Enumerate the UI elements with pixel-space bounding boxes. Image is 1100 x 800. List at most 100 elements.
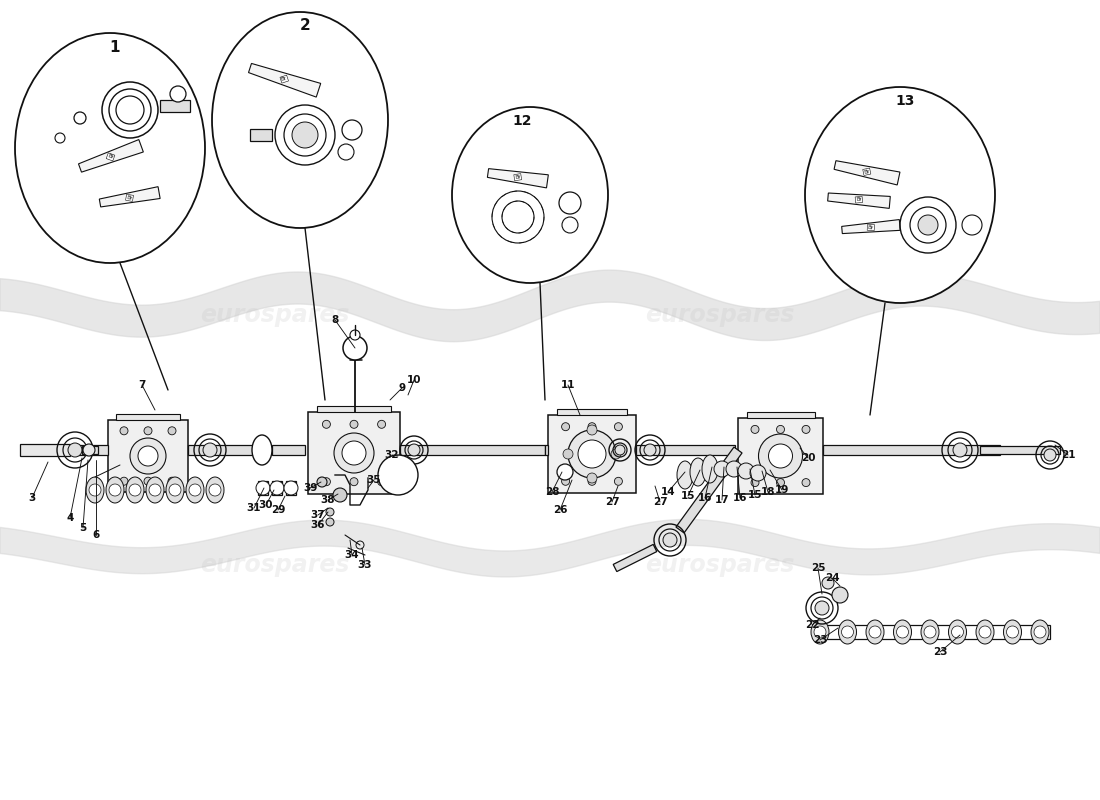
Ellipse shape bbox=[126, 477, 144, 503]
Circle shape bbox=[270, 481, 284, 495]
Circle shape bbox=[777, 478, 784, 486]
Polygon shape bbox=[75, 445, 108, 455]
Polygon shape bbox=[738, 418, 823, 494]
Text: Br: Br bbox=[864, 169, 870, 175]
Circle shape bbox=[822, 577, 834, 589]
Text: Br: Br bbox=[868, 225, 875, 230]
Circle shape bbox=[802, 426, 810, 434]
Circle shape bbox=[130, 438, 166, 474]
Circle shape bbox=[168, 477, 176, 485]
Circle shape bbox=[168, 426, 176, 435]
Circle shape bbox=[751, 478, 759, 486]
Polygon shape bbox=[78, 139, 143, 172]
Polygon shape bbox=[82, 446, 98, 454]
Polygon shape bbox=[557, 409, 627, 415]
Ellipse shape bbox=[106, 477, 124, 503]
Circle shape bbox=[759, 434, 803, 478]
Polygon shape bbox=[108, 420, 188, 492]
Text: eurospares: eurospares bbox=[200, 553, 350, 577]
Ellipse shape bbox=[15, 33, 205, 263]
Ellipse shape bbox=[866, 620, 884, 644]
Circle shape bbox=[979, 626, 991, 638]
Circle shape bbox=[55, 133, 65, 143]
Text: 11: 11 bbox=[561, 380, 575, 390]
Circle shape bbox=[377, 478, 386, 486]
Circle shape bbox=[82, 444, 95, 456]
Polygon shape bbox=[747, 412, 814, 418]
Circle shape bbox=[587, 473, 597, 483]
Ellipse shape bbox=[1003, 620, 1022, 644]
Circle shape bbox=[1006, 626, 1019, 638]
Ellipse shape bbox=[702, 455, 718, 483]
Circle shape bbox=[1044, 449, 1056, 461]
Circle shape bbox=[842, 626, 854, 638]
Circle shape bbox=[322, 420, 330, 428]
Text: 21: 21 bbox=[1060, 450, 1076, 460]
Ellipse shape bbox=[921, 620, 939, 644]
Circle shape bbox=[333, 488, 346, 502]
Text: 2: 2 bbox=[299, 18, 310, 34]
Circle shape bbox=[144, 477, 152, 485]
Polygon shape bbox=[317, 406, 390, 412]
Text: Br: Br bbox=[515, 174, 521, 180]
Circle shape bbox=[138, 446, 158, 466]
Circle shape bbox=[578, 440, 606, 468]
Circle shape bbox=[209, 484, 221, 496]
Text: 31: 31 bbox=[246, 503, 262, 513]
Circle shape bbox=[317, 477, 327, 487]
Text: 3: 3 bbox=[29, 493, 35, 503]
Circle shape bbox=[292, 122, 318, 148]
Circle shape bbox=[169, 484, 182, 496]
Circle shape bbox=[343, 336, 367, 360]
Text: 27: 27 bbox=[605, 497, 619, 507]
Ellipse shape bbox=[146, 477, 164, 503]
Text: 30: 30 bbox=[258, 500, 273, 510]
Text: 33: 33 bbox=[358, 560, 372, 570]
Circle shape bbox=[144, 426, 152, 435]
Polygon shape bbox=[249, 63, 321, 97]
Text: Br: Br bbox=[856, 197, 862, 202]
Circle shape bbox=[68, 443, 82, 457]
Ellipse shape bbox=[976, 620, 994, 644]
Polygon shape bbox=[99, 186, 161, 207]
Text: 38: 38 bbox=[321, 495, 336, 505]
Polygon shape bbox=[258, 481, 268, 495]
Text: Br: Br bbox=[280, 76, 288, 82]
Text: 27: 27 bbox=[652, 497, 668, 507]
Polygon shape bbox=[308, 412, 400, 494]
Ellipse shape bbox=[811, 620, 829, 644]
Circle shape bbox=[557, 464, 573, 480]
Circle shape bbox=[1034, 626, 1046, 638]
Circle shape bbox=[350, 478, 358, 486]
Circle shape bbox=[378, 455, 418, 495]
Text: Br: Br bbox=[107, 154, 114, 160]
Ellipse shape bbox=[166, 477, 184, 503]
Text: 19: 19 bbox=[774, 485, 789, 495]
Text: 4: 4 bbox=[66, 513, 74, 523]
Polygon shape bbox=[272, 445, 305, 455]
Circle shape bbox=[802, 478, 810, 486]
Circle shape bbox=[714, 461, 730, 477]
Polygon shape bbox=[188, 445, 255, 455]
Circle shape bbox=[170, 86, 186, 102]
Polygon shape bbox=[116, 414, 180, 420]
Circle shape bbox=[587, 425, 597, 435]
Text: 18: 18 bbox=[761, 487, 776, 497]
Text: 37: 37 bbox=[310, 510, 326, 520]
Circle shape bbox=[924, 626, 936, 638]
Polygon shape bbox=[487, 169, 548, 188]
Ellipse shape bbox=[86, 477, 104, 503]
Text: 7: 7 bbox=[139, 380, 145, 390]
Text: 23: 23 bbox=[933, 647, 947, 657]
Circle shape bbox=[350, 420, 358, 428]
Circle shape bbox=[615, 478, 623, 486]
Polygon shape bbox=[980, 446, 1060, 454]
Polygon shape bbox=[823, 445, 1000, 455]
Circle shape bbox=[918, 215, 938, 235]
Polygon shape bbox=[272, 481, 282, 495]
Text: 35: 35 bbox=[366, 475, 382, 485]
Circle shape bbox=[610, 449, 621, 459]
Ellipse shape bbox=[805, 87, 996, 303]
Text: 25: 25 bbox=[811, 563, 825, 573]
Circle shape bbox=[644, 444, 656, 456]
